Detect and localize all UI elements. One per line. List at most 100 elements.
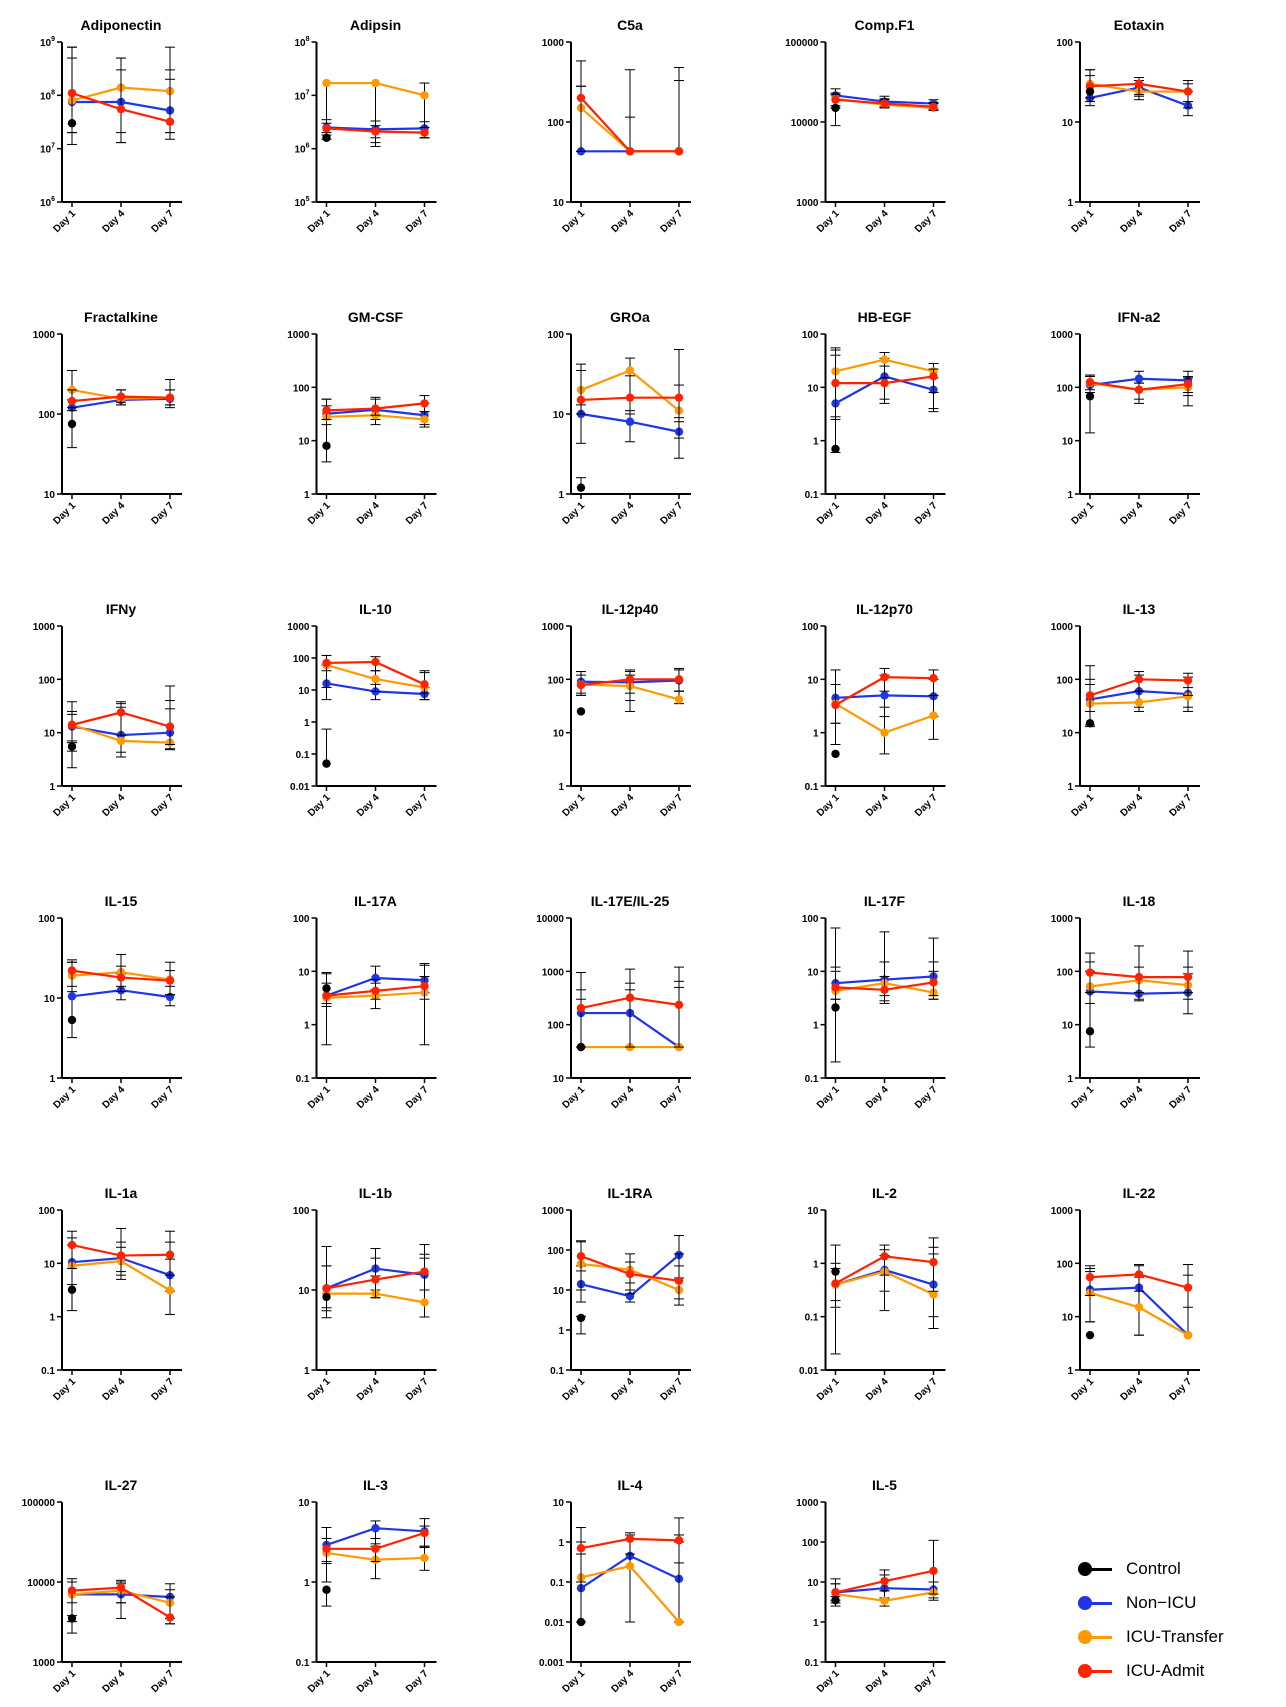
data-point-control	[576, 707, 586, 716]
panel-c5a: C5a 10 100 1000 Day 1 Day 4 Day 7	[542, 17, 691, 235]
data-point-control	[67, 1015, 77, 1025]
data-point-non-icu	[1134, 374, 1144, 383]
y-tick-label: 10	[1062, 729, 1074, 740]
y-tick-label: 10000	[791, 118, 819, 129]
x-tick-label: Day 1	[51, 208, 78, 235]
x-tick-label: Day 7	[404, 1084, 431, 1111]
y-tick-label: 105	[294, 196, 309, 209]
data-point-control	[831, 1003, 840, 1012]
x-tick-label: Day 4	[355, 792, 382, 819]
data-point-icu-transfer	[1183, 1330, 1193, 1340]
data-point-icu-admit	[831, 700, 840, 710]
data-point-icu-admit	[371, 657, 380, 667]
data-point-control	[831, 749, 840, 759]
y-tick-label: 10	[298, 1498, 310, 1509]
data-point-icu-admit	[625, 993, 635, 1002]
data-point-icu-admit	[929, 1566, 938, 1576]
data-point-icu-transfer	[929, 711, 938, 720]
panel-il-1ra: IL-1RA 0.1 1 10 100 1000 Day 1 Day 4 Day 7	[542, 1185, 691, 1403]
y-tick-label: 100	[38, 410, 55, 421]
x-tick-label: Day 7	[913, 208, 940, 235]
x-tick-label: Day 4	[1118, 1376, 1145, 1403]
data-point-icu-transfer	[165, 1286, 175, 1295]
data-point-icu-admit	[880, 672, 889, 682]
y-tick-label: 1	[49, 1313, 55, 1324]
x-tick-label: Day 7	[1167, 1084, 1194, 1111]
data-point-icu-admit	[371, 127, 380, 136]
legend-dot-icu-transfer	[1078, 1630, 1092, 1644]
data-point-icu-admit	[165, 1613, 175, 1622]
data-point-icu-admit	[67, 1586, 77, 1595]
x-tick-label: Day 4	[864, 1084, 891, 1111]
data-point-icu-transfer	[420, 1298, 429, 1307]
data-point-icu-transfer	[880, 728, 889, 737]
data-point-icu-admit	[625, 675, 635, 684]
data-point-icu-admit	[1183, 1283, 1193, 1292]
x-tick-label: Day 4	[609, 500, 636, 527]
y-tick-label: 10	[807, 383, 819, 394]
data-point-icu-admit	[831, 1588, 840, 1597]
data-point-icu-transfer	[880, 1596, 889, 1605]
y-tick-label: 10000	[27, 1578, 55, 1589]
x-tick-label: Day 1	[560, 500, 587, 527]
y-tick-label: 0.1	[805, 490, 819, 501]
data-point-icu-admit	[116, 392, 126, 401]
data-point-icu-admit	[420, 981, 429, 991]
data-point-icu-admit	[116, 708, 126, 717]
y-tick-label: 1000	[287, 622, 310, 633]
y-tick-label: 1000	[33, 622, 56, 633]
y-tick-label: 10	[553, 1074, 565, 1085]
x-tick-label: Day 7	[149, 500, 176, 527]
x-tick-label: Day 4	[355, 1084, 382, 1111]
y-tick-label: 1000	[542, 622, 565, 633]
panel-title-il-3: IL-3	[363, 1477, 388, 1493]
data-point-icu-admit	[1183, 379, 1193, 389]
data-point-control	[67, 119, 77, 128]
y-tick-label: 1	[558, 1326, 564, 1337]
legend-dot-icu-admit	[1078, 1664, 1092, 1678]
data-point-icu-admit	[674, 1276, 684, 1285]
y-tick-label: 107	[294, 89, 309, 102]
x-tick-label: Day 7	[913, 1376, 940, 1403]
y-tick-label: 10	[807, 675, 819, 686]
data-point-icu-admit	[165, 976, 175, 985]
x-tick-label: Day 7	[1167, 500, 1194, 527]
data-point-icu-admit	[371, 986, 380, 996]
x-tick-label: Day 1	[51, 792, 78, 819]
y-tick-label: 0.01	[545, 1618, 565, 1629]
y-tick-label: 0.1	[805, 1074, 819, 1085]
data-point-control	[831, 1267, 840, 1276]
y-tick-label: 10	[553, 1498, 565, 1509]
x-tick-label: Day 7	[1167, 792, 1194, 819]
y-tick-label: 1	[813, 1259, 819, 1270]
x-tick-label: Day 1	[815, 500, 842, 527]
y-tick-label: 0.1	[550, 1366, 564, 1377]
x-tick-label: Day 7	[913, 1084, 940, 1111]
panel-title-il-12p70: IL-12p70	[856, 601, 913, 617]
y-tick-label: 0.1	[41, 1366, 55, 1377]
y-tick-label: 100	[1056, 967, 1073, 978]
y-tick-label: 100	[293, 654, 310, 665]
panel-title-il-17e-il-25: IL-17E/IL-25	[591, 893, 670, 909]
y-tick-label: 1	[304, 718, 310, 729]
data-point-icu-admit	[1134, 972, 1144, 982]
y-tick-label: 100	[547, 1021, 564, 1032]
x-tick-label: Day 1	[306, 500, 333, 527]
data-point-icu-admit	[322, 991, 331, 1000]
data-point-icu-transfer	[1134, 1303, 1144, 1312]
panel-eotaxin: Eotaxin 1 10 100 Day 1 Day 4 Day 7	[1056, 17, 1200, 235]
data-point-icu-admit	[67, 88, 77, 98]
y-tick-label: 1000	[796, 198, 819, 209]
y-tick-label: 1000	[1051, 914, 1074, 925]
x-tick-label: Day 4	[1118, 208, 1145, 235]
y-tick-label: 10	[44, 729, 56, 740]
panel-title-comp-f1: Comp.F1	[855, 17, 915, 33]
data-point-control	[322, 133, 331, 142]
y-tick-label: 0.1	[296, 1074, 310, 1085]
x-tick-label: Day 4	[1118, 792, 1145, 819]
y-tick-label: 100	[547, 675, 564, 686]
y-tick-label: 1000	[287, 330, 310, 341]
panel-title-il-17a: IL-17A	[354, 893, 397, 909]
x-tick-label: Day 1	[51, 1084, 78, 1111]
x-tick-label: Day 1	[306, 792, 333, 819]
